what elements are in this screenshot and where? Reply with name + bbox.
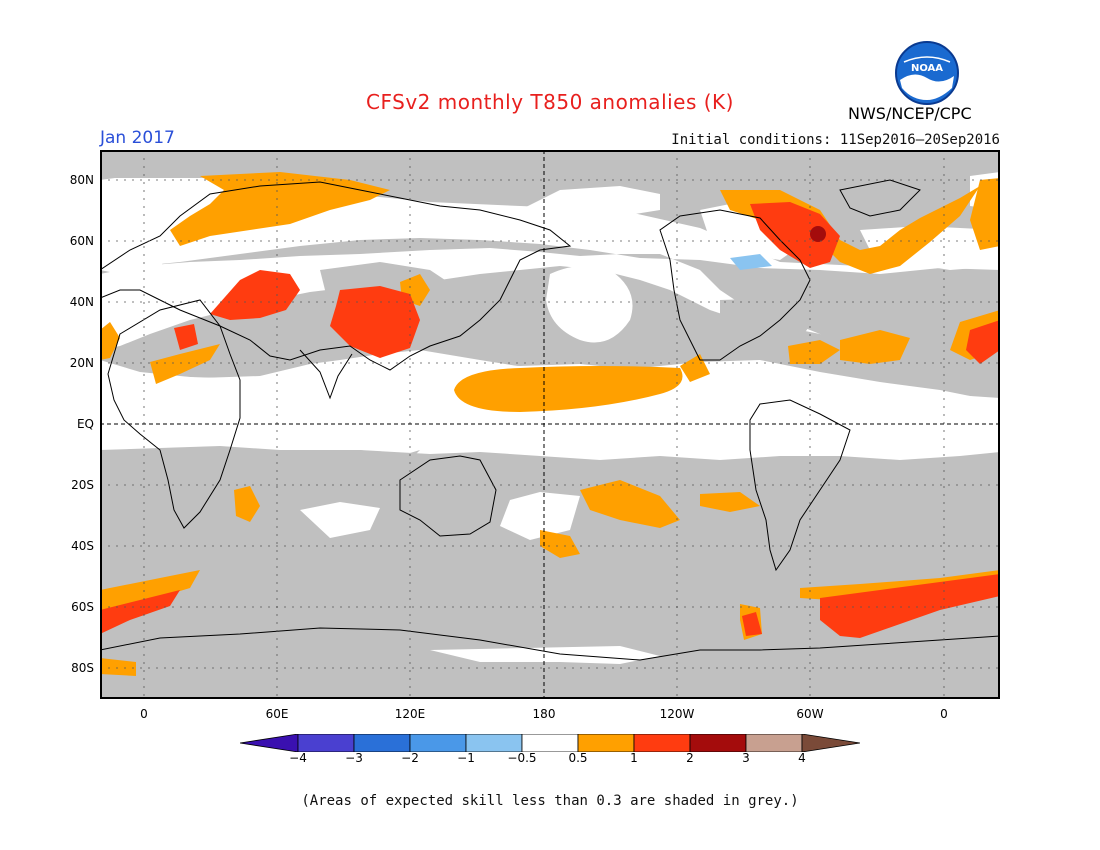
- colorbar-swatch: [239, 733, 299, 753]
- colorbar-tick-label: 0.5: [568, 751, 588, 765]
- lat-label: EQ: [76, 417, 94, 431]
- logo-lettering: NOAA: [911, 63, 943, 74]
- lon-label: 120W: [659, 707, 695, 721]
- colorbar-swatch: [521, 733, 579, 753]
- lon-label: 0: [140, 707, 148, 721]
- colorbar-swatch: [297, 733, 355, 753]
- colorbar-tick-label: 3: [742, 751, 750, 765]
- noaa-logo: NOAA: [894, 40, 960, 110]
- colorbar-swatch: [465, 733, 523, 753]
- colorbar-swatch: [745, 733, 803, 753]
- colorbar-tick-label: 1: [630, 751, 638, 765]
- lat-label: 20N: [69, 356, 94, 370]
- map-frame: [100, 150, 1000, 699]
- lon-label: 60W: [796, 707, 824, 721]
- anomaly-2-3: [810, 226, 826, 242]
- lat-label: 40N: [69, 295, 94, 309]
- lon-label: 60E: [265, 707, 289, 721]
- lat-label: 60N: [69, 234, 94, 248]
- lat-label: 60S: [71, 600, 94, 614]
- equator-dateline: [100, 150, 1000, 699]
- lat-label: 80N: [69, 173, 94, 187]
- colorbar-swatch: [689, 733, 747, 753]
- colorbar: [239, 733, 861, 753]
- lat-label: 20S: [71, 478, 94, 492]
- colorbar-tick-label: −1: [457, 751, 475, 765]
- colorbar-tick-label: −4: [289, 751, 307, 765]
- graticule: [100, 150, 1000, 699]
- anomaly-neg: [730, 254, 772, 270]
- colorbar-swatch: [577, 733, 635, 753]
- colorbar-tick-label: 4: [798, 751, 806, 765]
- lat-label: 80S: [71, 661, 94, 675]
- agency-label: NWS/NCEP/CPC: [848, 104, 972, 123]
- colorbar-swatch: [633, 733, 691, 753]
- colorbar-tick-label: −3: [345, 751, 363, 765]
- skill-note: (Areas of expected skill less than 0.3 a…: [301, 793, 799, 809]
- colorbar-swatch: [409, 733, 467, 753]
- initial-conditions: Initial conditions: 11Sep2016–20Sep2016: [671, 132, 1000, 148]
- lon-label: 120E: [394, 707, 426, 721]
- colorbar-tick-label: −0.5: [507, 751, 537, 765]
- lon-label: 0: [940, 707, 948, 721]
- coastlines: [100, 179, 1000, 661]
- lon-label: 180: [532, 707, 556, 721]
- colorbar-tick-label: 2: [686, 751, 694, 765]
- lat-label: 40S: [71, 539, 94, 553]
- colorbar-swatch: [353, 733, 411, 753]
- anomaly-1-2: [100, 202, 1000, 638]
- colorbar-swatch: [801, 733, 861, 753]
- colorbar-tick-label: −2: [401, 751, 419, 765]
- forecast-month: Jan 2017: [100, 128, 175, 148]
- chart-title: CFSv2 monthly T850 anomalies (K): [366, 90, 734, 114]
